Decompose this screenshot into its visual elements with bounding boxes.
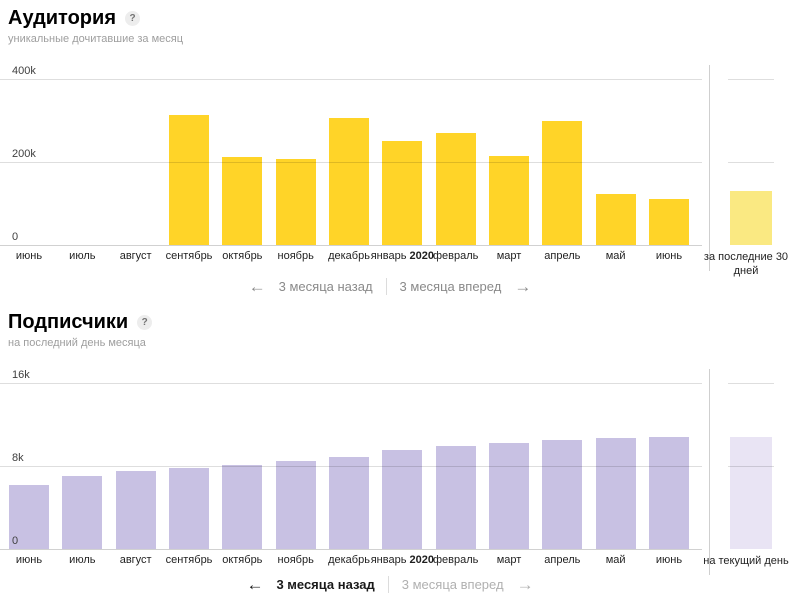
nav-divider	[385, 278, 387, 295]
bar[interactable]	[595, 193, 636, 245]
y-tick-label: 200k	[12, 148, 36, 160]
gridline	[0, 383, 702, 384]
month-label: ноябрь	[277, 250, 314, 262]
gridline	[0, 466, 702, 467]
month-label: июнь	[15, 554, 43, 566]
gridline-right-segment	[728, 162, 774, 163]
bar[interactable]	[329, 117, 369, 245]
month-label: ноябрь	[277, 554, 314, 566]
subscribers-header: Подписчики ?	[8, 310, 790, 334]
month-label: август	[119, 554, 152, 566]
nav-back-arrow-icon[interactable]: ←	[246, 575, 264, 594]
subscribers-chart: 16k 8k 0 июнь июль август сентябрь октябрь ноябр…	[0, 369, 790, 575]
month-label: июль	[69, 250, 96, 262]
y-tick-label: 8k	[12, 452, 24, 464]
audience-chart: 400k 200k 0 июнь июль август сентябрь октябрь но…	[0, 65, 790, 277]
axis-baseline	[0, 549, 702, 550]
month-label: август	[119, 250, 152, 262]
month-label: январь 2020	[370, 554, 434, 566]
audience-section: Аудитория ? уникальные дочитавшие за мес…	[0, 6, 790, 304]
nav-forward-link[interactable]: 3 месяца вперед	[399, 279, 502, 294]
gridline	[0, 79, 702, 80]
subscribers-section: Подписчики ? на последний день месяца 16…	[0, 310, 790, 596]
bar[interactable]	[115, 471, 156, 549]
month-label: сентябрь	[165, 250, 213, 262]
bar[interactable]	[489, 443, 529, 549]
current-period-bar[interactable]	[730, 190, 772, 245]
bar[interactable]	[329, 456, 369, 549]
bar[interactable]	[9, 484, 49, 549]
month-label: март	[496, 554, 522, 566]
period-divider	[709, 369, 710, 575]
bar[interactable]	[169, 468, 209, 549]
month-label: июнь	[15, 250, 43, 262]
bar[interactable]	[382, 450, 423, 549]
month-label: март	[496, 250, 522, 262]
month-label: декабрь	[328, 250, 370, 262]
month-label: февраль	[432, 554, 479, 566]
audience-subtitle: уникальные дочитавшие за месяц	[8, 33, 184, 45]
bar[interactable]	[489, 156, 529, 245]
month-label: январь 2020	[370, 250, 434, 262]
gridline-right-segment	[728, 466, 774, 467]
month-label: июнь	[655, 554, 683, 566]
gridline-right-segment	[728, 79, 774, 80]
gridline	[0, 162, 702, 163]
audience-header: Аудитория ?	[8, 6, 790, 30]
nav-forward-arrow-icon[interactable]: →	[514, 277, 532, 296]
bar[interactable]	[62, 476, 103, 549]
bar[interactable]	[435, 132, 476, 245]
current-period-bar[interactable]	[730, 436, 772, 549]
subscribers-subtitle: на последний день месяца	[8, 337, 146, 349]
month-label: май	[605, 554, 626, 566]
y-tick-label: 400k	[12, 65, 36, 77]
nav-back-link[interactable]: 3 месяца назад	[278, 279, 373, 294]
month-label: февраль	[432, 250, 479, 262]
bar[interactable]	[649, 199, 689, 245]
axis-baseline	[0, 245, 702, 246]
bar[interactable]	[275, 460, 316, 549]
bar[interactable]	[382, 141, 423, 245]
nav-forward-arrow-icon[interactable]: →	[516, 575, 534, 594]
bar[interactable]	[542, 440, 583, 549]
subscribers-title: Подписчики	[8, 311, 129, 333]
bar[interactable]	[222, 157, 263, 245]
bar[interactable]	[169, 114, 209, 245]
bar[interactable]	[275, 159, 316, 245]
month-label: апрель	[544, 554, 581, 566]
help-icon[interactable]: ?	[137, 314, 153, 330]
period-divider	[709, 65, 710, 271]
nav-divider	[387, 576, 389, 593]
audience-title: Аудитория	[8, 7, 116, 29]
bar[interactable]	[435, 446, 476, 549]
y-tick-label: 16k	[12, 369, 30, 381]
nav-forward-link[interactable]: 3 месяца вперед	[401, 577, 504, 592]
month-label: май	[605, 250, 626, 262]
bar[interactable]	[542, 121, 583, 245]
y-tick-label: 0	[12, 535, 19, 547]
bar[interactable]	[222, 464, 263, 549]
month-label: декабрь	[328, 554, 370, 566]
month-label: октябрь	[222, 554, 263, 566]
bar[interactable]	[649, 436, 689, 549]
month-label: апрель	[544, 250, 581, 262]
audience-nav: ← 3 месяца назад 3 месяца вперед →	[0, 278, 780, 295]
y-tick-label: 0	[12, 231, 19, 243]
month-label: сентябрь	[165, 554, 213, 566]
month-label: октябрь	[222, 250, 263, 262]
gridline-right-segment	[728, 383, 774, 384]
bar[interactable]	[595, 437, 636, 549]
nav-back-link[interactable]: 3 месяца назад	[276, 577, 375, 592]
month-label: июнь	[655, 250, 683, 262]
nav-back-arrow-icon[interactable]: ←	[248, 277, 266, 296]
month-label: июль	[69, 554, 96, 566]
current-period-label: за последние 30 дней	[703, 251, 789, 277]
help-icon[interactable]: ?	[125, 10, 140, 26]
current-period-label: на текущий день	[703, 555, 789, 567]
subscribers-nav: ← 3 месяца назад 3 месяца вперед →	[0, 576, 780, 593]
